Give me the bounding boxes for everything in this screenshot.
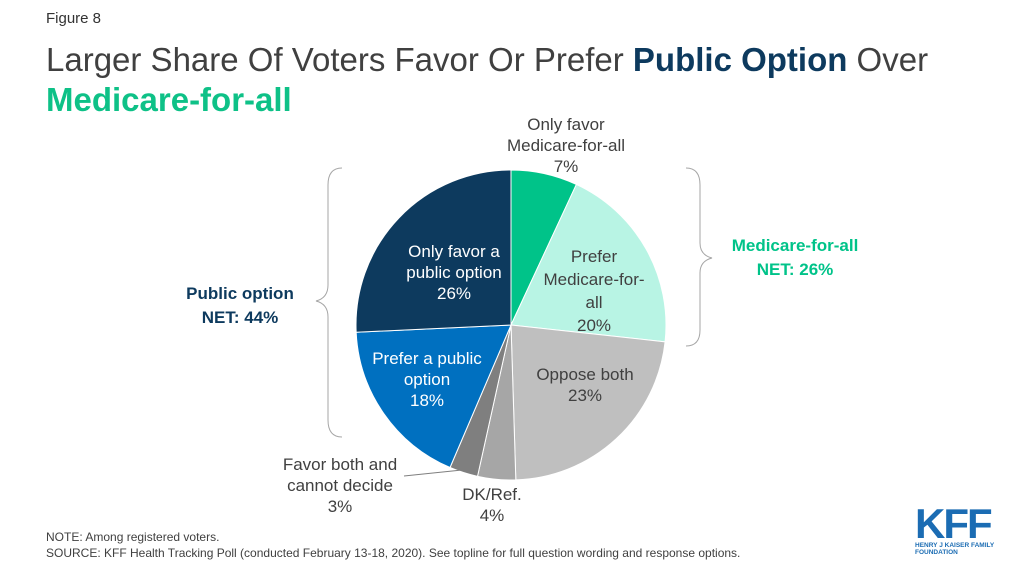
slice-label-line: Prefer a public: [372, 349, 482, 368]
group-bracket-0: [685, 167, 713, 347]
slice-label-line: Favor both and: [283, 455, 397, 474]
group-label-0: Medicare-for-all NET: 26%: [732, 236, 859, 279]
slice-label-line: option: [404, 370, 450, 389]
slice-label-line: 20%: [577, 316, 611, 335]
slice-label-line: 7%: [554, 157, 579, 176]
source-text: SOURCE: KFF Health Tracking Poll (conduc…: [46, 546, 741, 560]
slice-label-line: public option: [406, 263, 501, 282]
slice-label-line: DK/Ref.: [462, 485, 522, 504]
pie-slice-oppose-both: [510, 324, 666, 481]
slice-label-line: all: [585, 293, 602, 312]
slice-label-line: 23%: [568, 386, 602, 405]
group-label-line: Public option: [186, 284, 294, 303]
pie-slice-only-favor-public-option: [355, 169, 512, 333]
chart-title: Larger Share Of Voters Favor Or Prefer P…: [46, 40, 986, 120]
pie-slice-prefer-medicare: [510, 183, 667, 343]
title-part-2: Over: [847, 41, 929, 78]
slice-label-line: Medicare-for-all: [507, 136, 625, 155]
slice-label-line: 26%: [437, 284, 471, 303]
leader-line-favor-both: [403, 469, 463, 477]
slice-label-oppose-both: Oppose both 23%: [536, 365, 633, 405]
slice-label-line: 3%: [328, 497, 353, 516]
title-emphasis-medicare: Medicare-for-all: [46, 81, 292, 118]
group-label-line: Medicare-for-all: [732, 236, 859, 255]
group-bracket-1: [315, 167, 343, 438]
slice-label-line: Medicare-for-: [543, 270, 644, 289]
slice-label-favor-both-undecided: Favor both and cannot decide 3%: [283, 455, 397, 516]
note-text: NOTE: Among registered voters.: [46, 530, 220, 544]
group-label-line: NET: 44%: [202, 308, 279, 327]
slice-label-dk-ref: DK/Ref. 4%: [462, 485, 522, 525]
slice-label-line: 4%: [480, 506, 505, 525]
pie-slices: [355, 169, 667, 481]
slice-label-line: 18%: [410, 391, 444, 410]
slice-label-line: Only favor: [527, 115, 605, 134]
slice-label-only-favor-public-option: Only favor a public option 26%: [406, 242, 501, 303]
slice-label-line: Oppose both: [536, 365, 633, 384]
slice-label-line: Prefer: [571, 247, 618, 266]
figure-label: Figure 8: [46, 10, 102, 27]
group-brackets: Medicare-for-all NET: 26% Public option NET…: [186, 167, 859, 438]
slice-label-prefer-medicare: Prefer Medicare-for-all 20%: [543, 247, 644, 335]
slice-label-line: cannot decide: [287, 476, 393, 495]
logo-subtitle: HENRY J KAISER FAMILY FOUNDATION: [915, 542, 995, 556]
slice-label-line: Only favor a: [408, 242, 500, 261]
title-part-1: Larger Share Of Voters Favor Or Prefer: [46, 41, 633, 78]
logo-mark: KFF: [915, 500, 993, 547]
title-emphasis-public-option: Public Option: [632, 41, 848, 78]
slice-labels: Only favor Medicare-for-all 7% Prefer Medica…: [283, 115, 645, 525]
pie-slice-prefer-public-option: [355, 324, 512, 469]
leader-lines: [403, 469, 463, 477]
kff-logo[interactable]: KFF HENRY J KAISER FAMILY FOUNDATION: [915, 500, 1005, 557]
group-label-1: Public option NET: 44%: [186, 284, 294, 327]
slice-label-only-favor-medicare: Only favor Medicare-for-all 7%: [507, 115, 625, 176]
slice-label-prefer-public-option: Prefer a public option 18%: [372, 349, 482, 410]
group-label-line: NET: 26%: [757, 260, 834, 279]
